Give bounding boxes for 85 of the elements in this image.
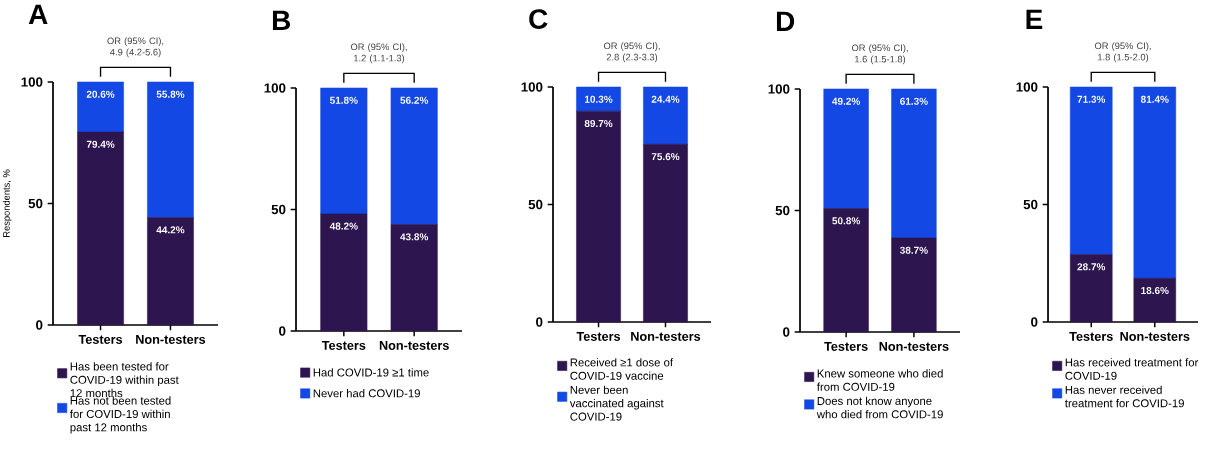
bar	[1133, 278, 1177, 323]
bar	[891, 237, 937, 333]
y-tick-label: 50	[775, 205, 790, 216]
bar	[390, 224, 438, 332]
data-label: 43.8%	[400, 233, 429, 241]
chart-title: D	[776, 11, 795, 31]
text: OR (95% CI), 1.6 (1.5-1.8)	[851, 44, 908, 65]
x-tick-label: Testers	[1069, 332, 1113, 341]
x-tick-label: Non-testers	[879, 342, 949, 351]
legend-label: Has never received treatment for COVID-19	[1064, 385, 1184, 408]
legend-label: Had COVID-19 ≥1 time	[313, 368, 429, 377]
x-tick-label: Non-testers	[1120, 332, 1190, 341]
data-label: 75.6%	[651, 153, 680, 161]
y-tick-label: 0	[783, 327, 790, 337]
y-tick-label: 50	[528, 199, 543, 210]
data-label: 81.4%	[1140, 95, 1169, 103]
chart-title: C	[529, 9, 548, 29]
text: OR (95% CI), 4.9 (4.2-5.6)	[107, 37, 164, 58]
y-tick-label: 50	[271, 204, 286, 215]
bar	[320, 213, 368, 332]
data-label: 38.7%	[899, 246, 928, 254]
data-label: 48.2%	[329, 222, 358, 230]
legend-label: Has not been tested for COVID-19 within past 12 months	[69, 396, 171, 434]
data-label: 28.7%	[1077, 263, 1106, 271]
data-label: 51.8%	[329, 96, 358, 104]
data-label: 10.3%	[584, 95, 613, 103]
y-tick-label: 0	[1031, 317, 1038, 327]
bar	[147, 81, 194, 218]
y-tick-label: 0	[36, 320, 43, 330]
data-label: 50.8%	[832, 217, 861, 225]
data-label: 20.6%	[86, 90, 115, 98]
legend-label: Received ≥1 dose of COVID-19 vaccine	[570, 358, 674, 380]
chart-title: B	[272, 10, 291, 30]
y-axis-title: Respondents, %	[2, 169, 12, 237]
legend-label: Has received treatment for COVID-19	[1065, 358, 1199, 380]
y-tick-label: 100	[21, 77, 43, 87]
x-tick-label: Non-testers	[379, 341, 449, 350]
y-tick-label: 100	[768, 84, 790, 94]
y-tick-label: 0	[536, 317, 543, 327]
x-tick-label: Non-testers	[136, 335, 206, 344]
bar	[576, 86, 621, 112]
x-tick-label: Non-testers	[631, 332, 701, 341]
bar	[77, 131, 124, 326]
data-label: 71.3%	[1077, 95, 1106, 103]
data-label: 55.8%	[156, 90, 185, 98]
x-tick-label: Testers	[824, 342, 868, 351]
y-tick-label: 50	[28, 198, 43, 209]
x-tick-label: Testers	[78, 335, 123, 344]
bar	[1069, 254, 1113, 323]
bar	[643, 86, 688, 145]
bar	[147, 217, 194, 326]
legend-label: Never had COVID-19	[313, 389, 420, 398]
x-tick-label: Testers	[576, 332, 621, 341]
data-label: 89.7%	[584, 119, 613, 127]
legend-label: Knew someone who died from COVID-19	[816, 369, 943, 391]
bar	[1069, 86, 1113, 255]
data-label: 49.2%	[832, 97, 861, 105]
bar	[643, 144, 688, 323]
data-label: 18.6%	[1141, 287, 1169, 295]
bar	[576, 110, 621, 323]
x-tick-label: Testers	[321, 341, 366, 350]
bar	[320, 87, 368, 215]
chart-title: A	[28, 4, 48, 24]
bar	[1133, 86, 1177, 279]
y-tick-label: 100	[264, 83, 286, 93]
legend-label: Does not know anyone who died from COVID-19	[816, 396, 943, 419]
data-label: 44.2%	[156, 226, 185, 234]
data-label: 79.4%	[86, 140, 115, 148]
chart-title: E	[1026, 9, 1043, 29]
y-tick-label: 100	[1016, 82, 1038, 92]
text: OR (95% CI), 1.2 (1.1-1.3)	[350, 43, 407, 64]
legend-label: Never been vaccinated against COVID-19	[569, 385, 664, 421]
bar	[77, 81, 124, 133]
y-tick-label: 50	[1023, 199, 1038, 210]
text: OR (95% CI), 1.8 (1.5-2.0)	[1094, 42, 1151, 63]
data-label: 61.3%	[900, 97, 928, 105]
data-label: 24.4%	[651, 95, 680, 103]
y-tick-label: 0	[279, 326, 286, 336]
bar	[823, 88, 869, 209]
bar	[390, 87, 438, 225]
y-tick-label: 100	[521, 82, 543, 92]
bar	[823, 208, 869, 333]
text: OR (95% CI), 2.8 (2.3-3.3)	[603, 42, 660, 63]
bar	[891, 88, 937, 239]
data-label: 56.2%	[400, 96, 429, 104]
